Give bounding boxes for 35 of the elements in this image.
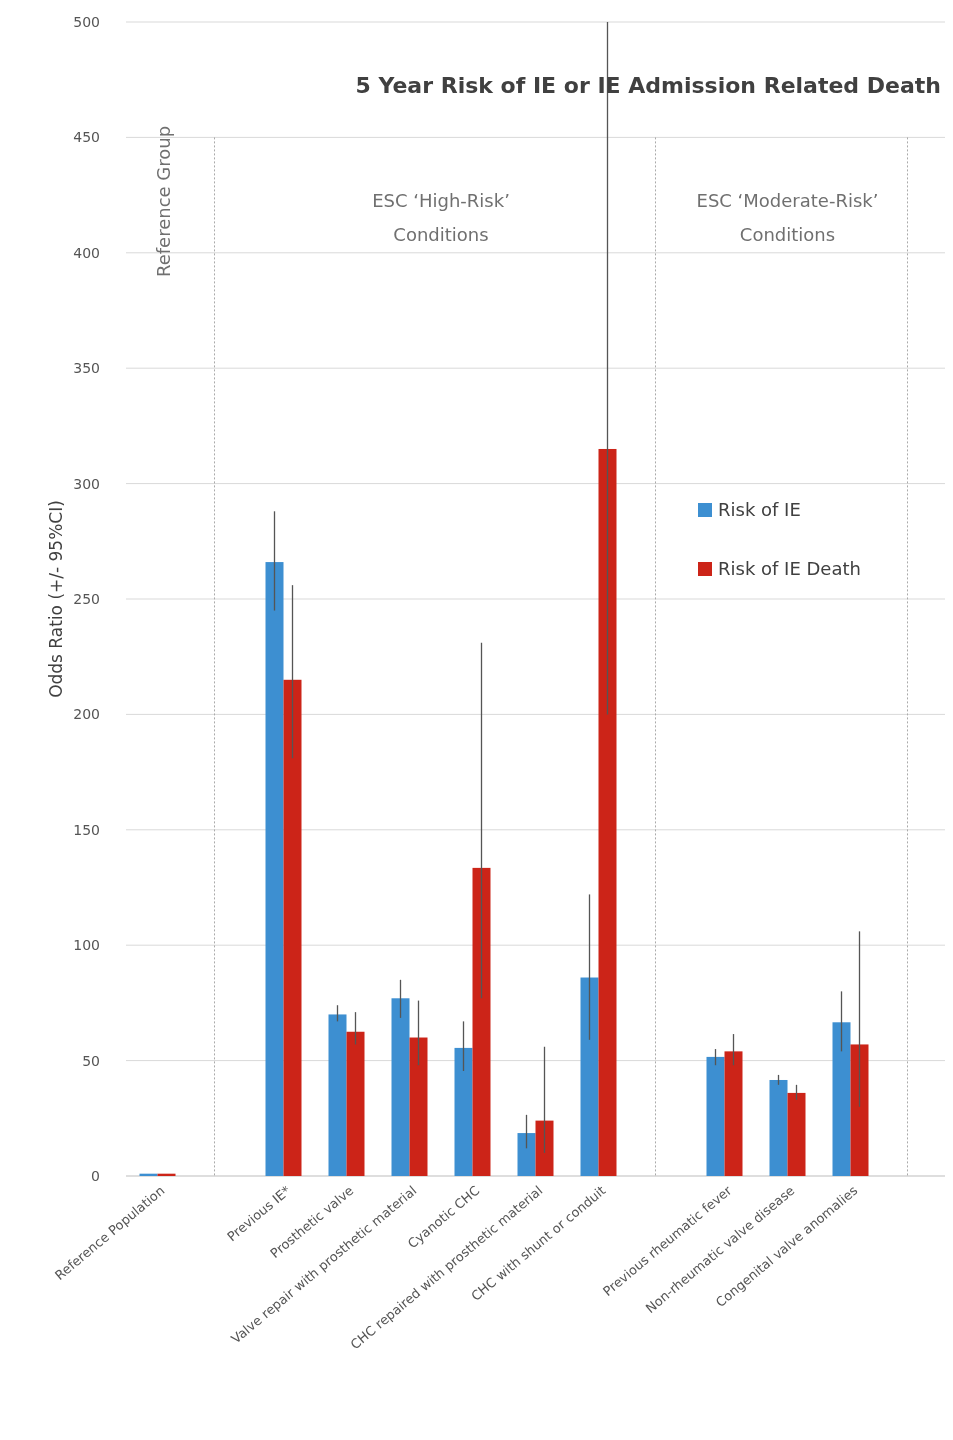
bar (472, 867, 491, 1176)
bar (850, 1044, 869, 1176)
y-tick-label: 300 (73, 475, 100, 492)
bar (409, 1037, 428, 1176)
y-tick-label: 50 (82, 1052, 100, 1069)
y-tick-label: 200 (73, 706, 100, 723)
y-tick-label: 450 (73, 129, 100, 146)
bar (517, 1133, 536, 1176)
y-tick-label: 350 (73, 360, 100, 377)
bar (580, 977, 599, 1176)
bar (535, 1120, 554, 1176)
y-tick-label: 150 (73, 821, 100, 838)
annotation: Reference Group (152, 125, 174, 278)
y-axis-title: Odds Ratio (+/- 95%CI) (46, 500, 66, 698)
annotation: ESC ‘High-Risk’ Conditions (372, 189, 510, 245)
legend-label: Risk of IE (718, 499, 801, 521)
bar (706, 1056, 725, 1176)
bar (346, 1031, 365, 1176)
bar (832, 1022, 851, 1176)
bar (724, 1051, 743, 1176)
bar (265, 562, 284, 1176)
bar (787, 1092, 806, 1176)
annotation: ESC ‘Moderate-Risk’ Conditions (696, 189, 879, 245)
legend-label: Risk of IE Death (718, 558, 861, 580)
bar (328, 1014, 347, 1176)
bar (283, 679, 302, 1176)
bar (598, 448, 617, 1176)
y-tick-label: 250 (73, 590, 100, 607)
bar (769, 1079, 788, 1176)
y-tick-label: 100 (73, 937, 100, 954)
y-tick-label: 0 (91, 1167, 100, 1184)
bar (391, 998, 410, 1176)
bar (454, 1047, 473, 1176)
y-tick-label: 400 (73, 244, 100, 261)
y-tick-label: 500 (73, 13, 100, 30)
